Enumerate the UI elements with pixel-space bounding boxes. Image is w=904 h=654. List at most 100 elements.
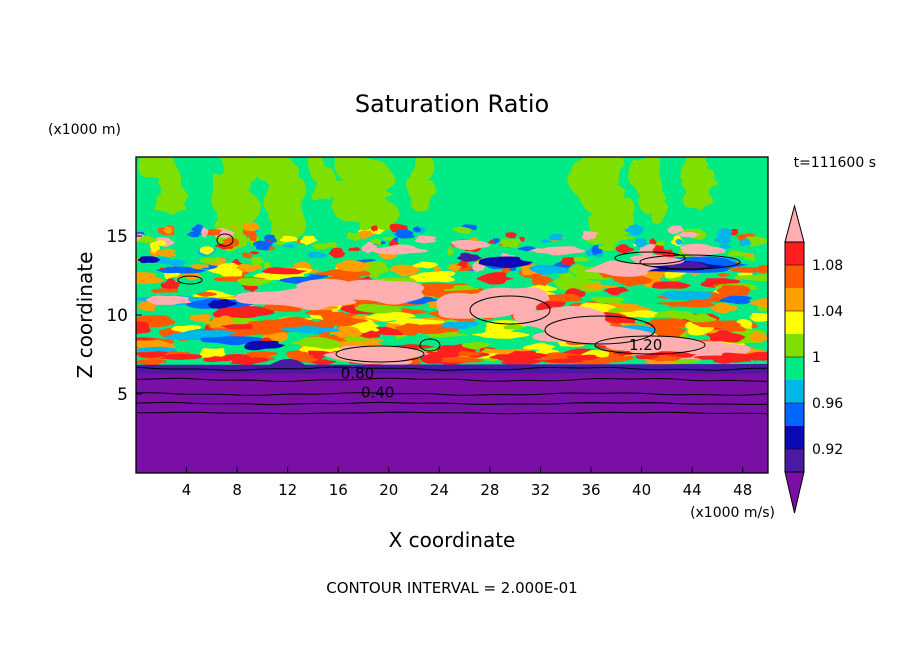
- field-patch: [343, 336, 372, 342]
- field-patch: [440, 356, 483, 363]
- field-patch: [466, 287, 550, 317]
- field-patch: [414, 235, 437, 244]
- field-patch: [433, 266, 442, 272]
- y-axis: 5 10 15: [106, 227, 142, 405]
- field-patch: [201, 227, 209, 238]
- colorbar-label: 0.92: [812, 442, 843, 458]
- field-patch: [293, 261, 312, 269]
- field-patch: [281, 243, 298, 248]
- field-patch: [199, 257, 221, 263]
- field-patch: [456, 252, 483, 262]
- field-patch: [154, 188, 187, 215]
- field-patch: [738, 238, 752, 246]
- field-patch: [533, 246, 586, 256]
- colorbar-lower-extension: [784, 471, 805, 514]
- field-patch: [394, 229, 415, 239]
- colorbar-swatch: [785, 334, 804, 357]
- field-patch: [328, 325, 362, 339]
- field-patch: [196, 291, 217, 297]
- contour-label: 0.40: [361, 383, 394, 401]
- field-patch: [411, 261, 439, 269]
- field-patch: [446, 264, 463, 272]
- field-patch: [503, 324, 527, 330]
- x-tick-label: 4: [182, 481, 192, 499]
- colorbar-swatch: [785, 288, 804, 311]
- field-patch: [683, 313, 717, 323]
- field-patch: [395, 323, 429, 336]
- field-patch: [304, 308, 333, 316]
- field-patch: [749, 355, 768, 361]
- field-patch: [450, 239, 491, 251]
- field-patch: [476, 272, 515, 285]
- field-patch: [649, 238, 657, 246]
- field-patch: [157, 248, 177, 257]
- field-patch: [138, 235, 157, 244]
- field-patch: [500, 238, 521, 248]
- field-patch: [552, 277, 593, 291]
- contour-label: 0.80: [341, 364, 374, 382]
- field-patch: [242, 252, 254, 259]
- contour-line: [544, 315, 656, 345]
- field-patch: [452, 226, 472, 234]
- x-tick-label: 12: [278, 481, 297, 499]
- field-patch: [600, 334, 719, 356]
- field-patch: [371, 225, 378, 232]
- field-patch: [355, 303, 404, 314]
- plot-area: [136, 157, 768, 473]
- contour-label-layer: 0.400.80 1.20: [341, 336, 663, 401]
- colorbar: 1.08 1.04 1 0.96 0.92: [784, 204, 843, 514]
- field-patch: [246, 319, 280, 331]
- field-patch: [230, 357, 262, 364]
- field-patch: [591, 296, 625, 303]
- field-patch: [505, 232, 517, 239]
- field-patch: [186, 231, 202, 238]
- contour-line: [136, 366, 768, 371]
- colorbar-label: 0.96: [812, 396, 843, 412]
- x-tick-label: 24: [430, 481, 449, 499]
- field-patch: [279, 235, 298, 243]
- field-patch: [419, 352, 463, 358]
- field-patch: [328, 247, 346, 259]
- x-tick-label: 28: [480, 481, 499, 499]
- field-patch: [734, 274, 768, 282]
- colorbar-upper-extension: [784, 204, 805, 243]
- field-patch: [471, 330, 530, 339]
- field-patch: [249, 251, 260, 255]
- field-patch: [440, 320, 480, 330]
- y-tick-label: 10: [106, 306, 128, 326]
- field-patch: [457, 351, 482, 357]
- field-patch: [501, 359, 543, 366]
- field-patch: [749, 298, 768, 307]
- field-patch: [199, 336, 262, 346]
- field-patch: [361, 241, 378, 254]
- colorbar-swatch: [785, 426, 804, 449]
- contour-line: [594, 335, 706, 355]
- colorbar-swatch: [785, 357, 804, 380]
- contour-line: [419, 338, 441, 352]
- dry-lower-layer: [136, 366, 768, 473]
- field-patch: [727, 250, 747, 257]
- contour-label: 1.20: [629, 336, 662, 354]
- field-patch: [155, 240, 168, 247]
- field-patch: [585, 238, 601, 244]
- field-patch: [156, 257, 173, 265]
- field-patch: [716, 228, 733, 240]
- field-patch: [710, 302, 738, 314]
- field-patch: [136, 359, 167, 366]
- field-patch: [348, 247, 362, 252]
- field-patch: [244, 340, 286, 351]
- field-patch: [528, 264, 570, 275]
- field-patch: [717, 272, 730, 277]
- field-patch: [346, 232, 361, 241]
- contour-line: [136, 392, 768, 396]
- contour-line: [136, 411, 768, 415]
- field-patch: [598, 243, 617, 251]
- field-patch: [358, 230, 375, 240]
- time-label: t=111600 s: [794, 155, 876, 171]
- field-patch: [719, 244, 733, 249]
- field-patch: [603, 286, 630, 296]
- colorbar-swatch: [785, 265, 804, 288]
- field-patch: [318, 316, 369, 327]
- x-tick-label: 36: [581, 481, 600, 499]
